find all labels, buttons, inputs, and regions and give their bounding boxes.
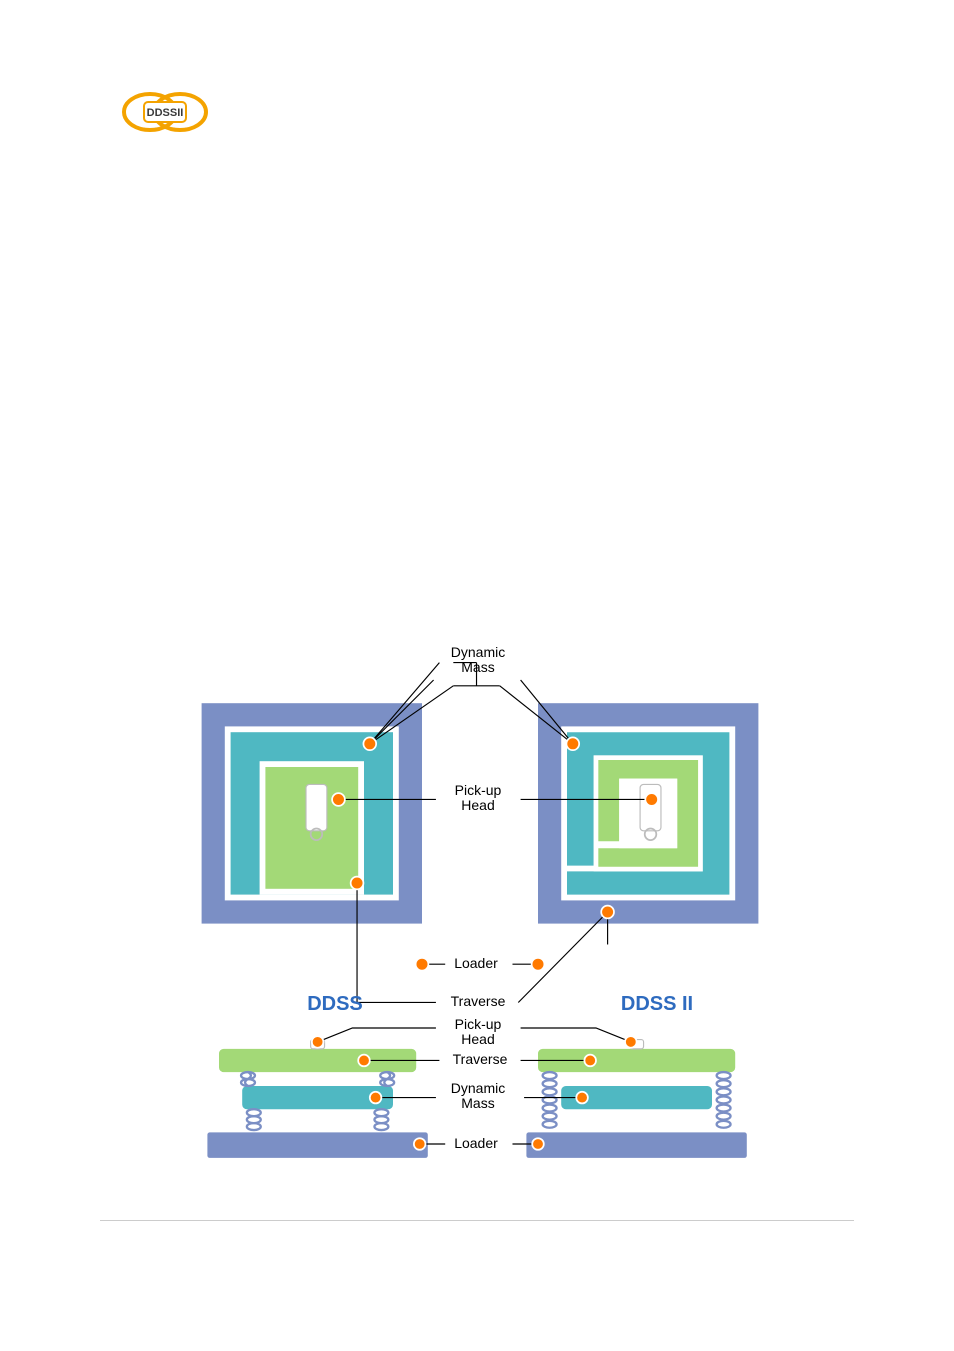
ddss2-top-view [538,703,758,923]
footer-rule [100,1220,854,1221]
springs-upper [241,1072,394,1086]
springs-lower [247,1109,389,1130]
label-traverse-bot: Traverse [440,1052,520,1067]
label-pickup-head-top: Pick-up Head [438,783,518,814]
label-dynamic-mass: Dynamic Mass [438,645,518,676]
label-traverse-top: Traverse [438,994,518,1009]
label-loader-top: Loader [446,956,506,971]
logo-text: DDSSII [147,107,184,119]
page: DDSSII [0,0,954,1351]
ddss-side-view [207,1040,427,1158]
ddss2-side-view [526,1040,746,1158]
ddss-logo: DDSSII [120,90,210,134]
label-dynamic-mass-bot: Dynamic Mass [438,1081,518,1112]
label-loader-bot: Loader [446,1136,506,1151]
title-ddss2: DDSS II [602,993,712,1015]
loader-bar [526,1132,746,1158]
label-pickup-head-bot: Pick-up Head [438,1017,518,1048]
title-ddss: DDSS [285,993,385,1015]
loader-bar [207,1132,427,1158]
diagram: Dynamic Mass Pick-up Head Loader Travers… [190,645,770,1145]
ddss-top-view [202,703,422,923]
